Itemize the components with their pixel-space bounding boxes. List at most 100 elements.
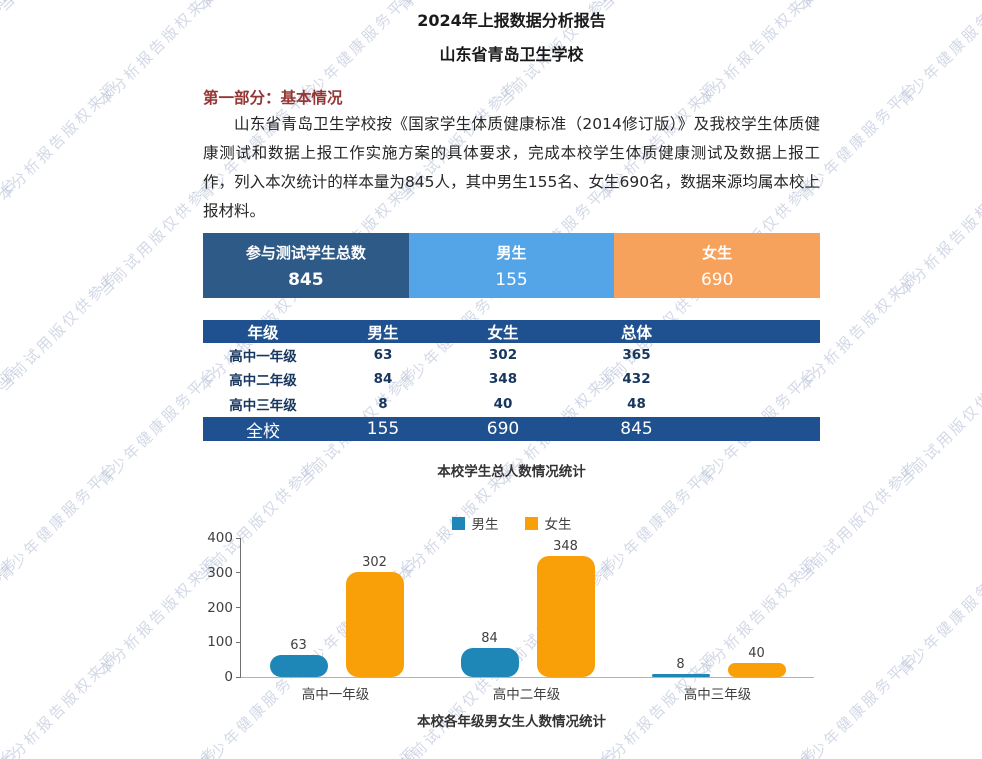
bar-group: 63 302 <box>241 538 432 677</box>
bar-wrap: 40 <box>727 646 786 677</box>
grade-table-header: 年级 男生 女生 总体 <box>203 320 820 343</box>
footer-female-cell: 690 <box>486 419 520 440</box>
male-count-cell: 84 <box>373 371 393 388</box>
watermark-text: 本分析报告版权来源 <box>894 172 982 300</box>
banner-label: 参与测试学生总数 <box>245 244 366 262</box>
male-count-cell: 8 <box>378 395 388 412</box>
category-label: 高中二年级 <box>492 687 561 703</box>
bar-女生-高中二年级 <box>536 556 595 677</box>
table-row: 高中三年级 8 40 48 <box>203 392 820 416</box>
category-label: 高中一年级 <box>301 687 370 703</box>
report-title: 2024年上报数据分析报告 <box>417 11 606 30</box>
banner-value: 845 <box>288 270 324 290</box>
column-header: 女生 <box>487 323 519 342</box>
footer-total-cell: 845 <box>620 419 653 440</box>
grade-cell: 高中三年级 <box>229 397 297 414</box>
bar-value-label: 40 <box>748 646 765 662</box>
footer-male-cell: 155 <box>366 419 400 440</box>
watermark-text: 青少年健康服务平台 <box>0 741 23 759</box>
female-count-cell: 302 <box>488 347 518 364</box>
watermark-text: 当前试用版仅供参考 <box>0 267 122 395</box>
bar-男生-高中二年级 <box>460 647 519 677</box>
report-subtitle: 山东省青岛卫生学校 <box>439 45 584 64</box>
y-tick-label: 0 <box>224 669 233 685</box>
bar-女生-高中三年级 <box>727 663 786 677</box>
banner-cell-male: 男生 155 <box>408 233 615 298</box>
y-tick-mark <box>236 676 241 678</box>
y-tick-mark <box>236 607 241 608</box>
grade-cell: 高中二年级 <box>229 373 297 390</box>
bar-value-label: 302 <box>362 555 387 571</box>
legend-item: 男生 <box>451 513 499 533</box>
watermark-text: 当前试用版仅供参考 <box>0 0 22 110</box>
chart-title: 本校学生总人数情况统计 <box>437 464 586 480</box>
total-count-cell: 432 <box>622 371 651 388</box>
banner-cell-female: 女生 690 <box>614 233 821 298</box>
watermark-text: 当前试用版仅供参考 <box>0 0 123 15</box>
chart-caption: 本校各年级男女生人数情况统计 <box>417 714 606 730</box>
legend-swatch <box>451 516 465 530</box>
bar-男生-高中三年级 <box>651 674 710 677</box>
grade-table-footer: 全校 155 690 845 <box>203 416 820 442</box>
watermark-text: 青少年健康服务平台 <box>0 172 22 300</box>
bar-group: 8 40 <box>623 538 814 677</box>
watermark-text: 本分析报告版权来源 <box>0 77 122 205</box>
category-label: 高中三年级 <box>683 687 752 703</box>
chart-legend: 男生 女生 <box>203 513 820 533</box>
total-count-cell: 365 <box>622 347 651 364</box>
banner-value: 690 <box>700 270 734 290</box>
bar-group: 84 348 <box>432 538 623 677</box>
male-count-cell: 63 <box>373 347 393 364</box>
bar-wrap: 348 <box>536 539 595 677</box>
section-heading: 第一部分：基本情况 <box>203 89 343 107</box>
bar-value-label: 84 <box>481 630 498 646</box>
y-tick-mark <box>236 641 241 643</box>
total-count-cell: 48 <box>627 395 646 412</box>
bar-wrap: 84 <box>460 630 519 677</box>
watermark-text: 当前试用版仅供参考 <box>0 552 22 680</box>
y-tick-label: 300 <box>207 564 233 581</box>
female-count-cell: 348 <box>488 371 518 388</box>
watermark-text: 本分析报告版权来源 <box>0 647 122 759</box>
bar-女生-高中一年级 <box>345 572 404 677</box>
column-header: 男生 <box>367 323 399 342</box>
intro-paragraph: 山东省青岛卫生学校按《国家学生体质健康标准（2014修订版）》及我校学生体质健康… <box>203 115 820 220</box>
grade-cell: 高中一年级 <box>229 349 297 366</box>
column-header: 年级 <box>247 323 279 342</box>
bar-wrap: 63 <box>269 638 328 677</box>
footer-label-cell: 全校 <box>246 421 280 442</box>
legend-label: 女生 <box>544 517 572 533</box>
banner-label: 女生 <box>702 244 733 262</box>
column-header: 总体 <box>620 323 652 342</box>
watermark-text: 本分析报告版权来源 <box>893 741 982 759</box>
chart-category-axis: 高中一年级 高中二年级 高中三年级 <box>240 683 813 703</box>
table-row: 高中一年级 63 302 365 <box>203 343 820 367</box>
bar-value-label: 8 <box>676 657 685 673</box>
female-count-cell: 40 <box>493 395 513 412</box>
y-tick-label: 100 <box>207 634 233 651</box>
watermark-text: 青少年健康服务平台 <box>0 457 122 585</box>
y-tick-mark <box>236 537 241 539</box>
legend-label: 男生 <box>471 517 499 533</box>
y-tick-label: 200 <box>207 599 233 616</box>
watermark-text: 当前试用版仅供参考 <box>894 362 982 490</box>
y-tick-mark <box>236 572 241 574</box>
report-content: 2024年上报数据分析报告 山东省青岛卫生学校 第一部分：基本情况 山东省青岛卫… <box>203 0 821 759</box>
banner-cell-total: 参与测试学生总数 845 <box>203 233 409 298</box>
watermark-text: 青少年健康服务平台 <box>894 0 982 110</box>
legend-swatch <box>524 516 538 530</box>
bar-value-label: 63 <box>290 638 307 654</box>
banner-value: 155 <box>495 270 528 290</box>
bar-wrap: 302 <box>345 555 404 677</box>
table-row: 高中二年级 84 348 432 <box>203 367 820 391</box>
banner-label: 男生 <box>496 244 527 262</box>
legend-item: 女生 <box>524 513 572 533</box>
bar-男生-高中一年级 <box>269 655 328 677</box>
bar-value-label: 348 <box>553 539 578 555</box>
chart-plot-area: 0 100 200 300 400 63 302 84 348 8 40 <box>207 530 814 685</box>
watermark-text: 青少年健康服务平台 <box>894 552 982 680</box>
y-tick-label: 400 <box>207 530 233 546</box>
summary-banner: 参与测试学生总数 845 男生 155 女生 690 <box>203 233 821 298</box>
watermark-text: 本分析报告版权来源 <box>0 362 22 490</box>
